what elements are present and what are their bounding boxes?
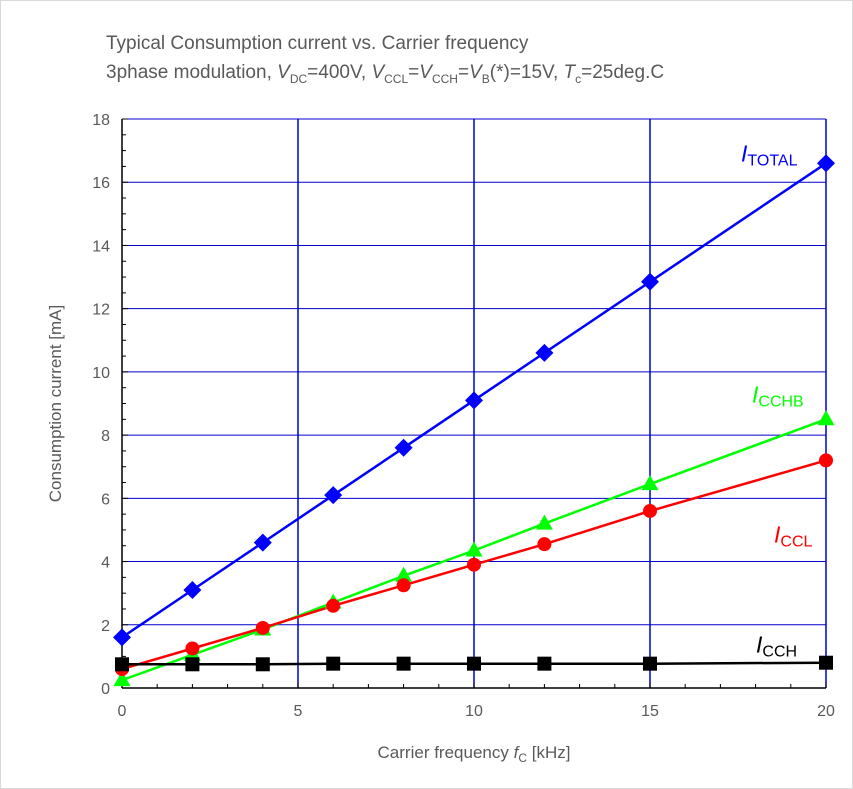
series-label-cch: ICCH	[756, 632, 797, 661]
subtitle-sub: DC	[289, 71, 308, 86]
marker-total	[324, 486, 343, 505]
series-label-cchb: ICCHB	[752, 381, 804, 410]
marker-cch	[255, 657, 270, 672]
marker-total	[253, 533, 272, 552]
marker-cch	[326, 656, 341, 671]
marker-cchb	[817, 410, 835, 426]
series-label-ccl: ICCL	[774, 521, 813, 550]
series-label-var: I	[752, 381, 759, 407]
subtitle-var: T	[563, 62, 576, 83]
y-tick-label: 16	[92, 175, 110, 192]
series-label-var: I	[774, 521, 781, 547]
marker-ccl	[467, 557, 481, 572]
marker-total	[641, 272, 659, 291]
marker-ccl	[819, 453, 833, 468]
marker-cchb	[465, 541, 483, 557]
subtitle-sub: CCH	[431, 71, 458, 86]
marker-cchb	[641, 475, 659, 491]
subtitle-text: =	[457, 62, 470, 83]
marker-ccl	[643, 503, 657, 518]
x-tick-label: 5	[294, 703, 303, 720]
marker-cch	[396, 656, 411, 671]
y-tick-label: 2	[101, 618, 110, 635]
subtitle-var: V	[419, 62, 432, 83]
chart-title: Typical Consumption current vs. Carrier …	[106, 33, 529, 54]
x-axis-title-sub: C	[518, 751, 527, 765]
x-axis-title-var: f	[514, 743, 521, 762]
y-tick-label: 8	[101, 428, 110, 445]
marker-total	[817, 154, 835, 173]
marker-total	[465, 391, 483, 410]
series-label-sub: TOTAL	[747, 152, 797, 169]
y-tick-label: 18	[92, 112, 110, 129]
marker-cch	[467, 656, 481, 671]
marker-cchb	[535, 514, 553, 530]
y-tick-label: 6	[101, 491, 110, 508]
x-tick-label: 20	[817, 703, 835, 720]
marker-ccl	[185, 641, 200, 656]
subtitle-sub: B	[481, 71, 490, 86]
subtitle-var: V	[469, 62, 482, 83]
subtitle-text: 3phase modulation,	[106, 62, 278, 83]
x-axis-title-text: Carrier frequency	[378, 743, 514, 762]
series-label-var: I	[756, 632, 763, 658]
x-axis-title: Carrier frequency fC [kHz]	[378, 743, 571, 765]
series-label-sub: CCL	[780, 533, 812, 550]
marker-total	[394, 438, 413, 457]
y-tick-label: 0	[101, 681, 110, 698]
y-tick-label: 14	[92, 238, 110, 255]
x-tick-label: 10	[465, 703, 483, 720]
marker-total	[183, 581, 202, 600]
x-tick-label: 15	[641, 703, 659, 720]
series-label-sub: CCHB	[758, 393, 803, 410]
marker-ccl	[255, 620, 270, 635]
marker-cch	[185, 657, 200, 672]
y-tick-label: 12	[92, 302, 110, 319]
series-label-var: I	[741, 140, 748, 166]
subtitle-sub: CCL	[384, 71, 409, 86]
series-label-total: ITOTAL	[741, 140, 798, 169]
subtitle-text: =400V,	[307, 62, 372, 83]
subtitle-text: (*)=15V,	[489, 62, 564, 83]
marker-cch	[537, 656, 552, 671]
x-tick-label: 0	[118, 703, 127, 720]
subtitle-sub: c	[575, 71, 582, 86]
marker-cchb	[113, 671, 131, 687]
marker-total	[113, 628, 131, 647]
marker-ccl	[326, 598, 341, 613]
marker-cch	[819, 655, 833, 670]
marker-cchb	[395, 566, 413, 582]
y-tick-label: 10	[92, 365, 110, 382]
marker-ccl	[396, 578, 411, 593]
marker-total	[535, 343, 554, 362]
y-tick-label: 4	[101, 555, 110, 572]
subtitle-text: =	[408, 62, 420, 83]
y-axis-title: Consumption current [mA]	[46, 305, 65, 502]
chart-subtitle: 3phase modulation, VDC=400V, VCCL=VCCH=V…	[106, 62, 664, 86]
subtitle-text: =25deg.C	[581, 62, 665, 83]
marker-cch	[643, 656, 657, 671]
marker-cch	[115, 657, 129, 672]
subtitle-var: V	[277, 62, 290, 83]
marker-ccl	[537, 537, 552, 552]
series-label-sub: CCH	[762, 644, 797, 661]
x-axis-title-unit: [kHz]	[527, 743, 570, 762]
subtitle-var: V	[371, 62, 385, 83]
